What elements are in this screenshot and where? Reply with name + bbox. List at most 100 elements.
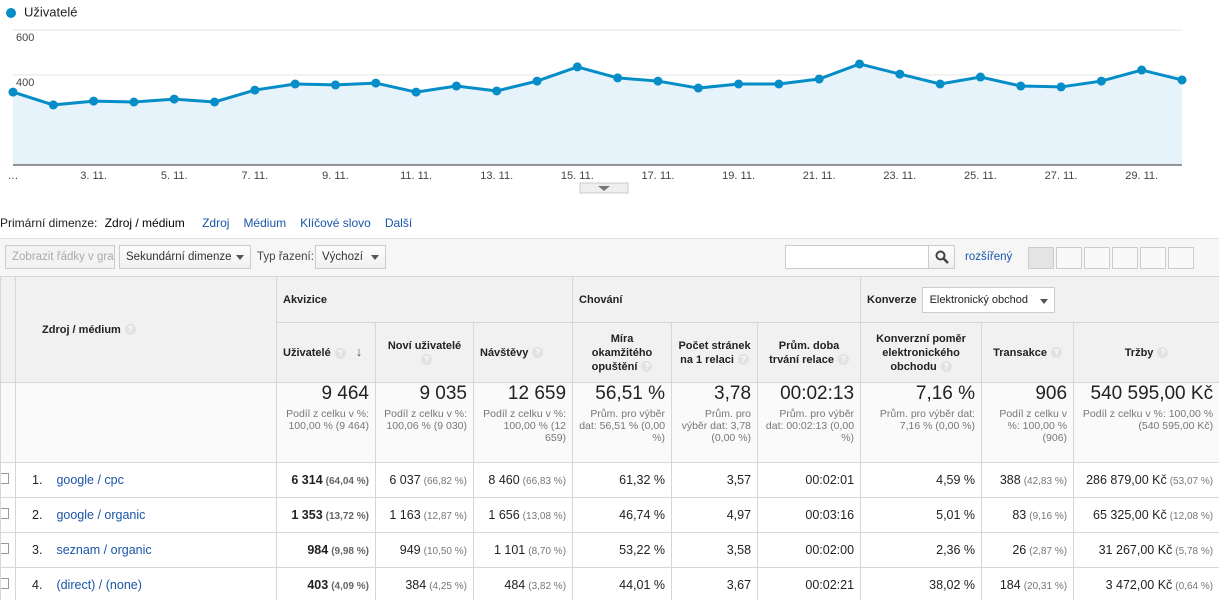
point xyxy=(935,79,945,89)
help-icon: ? xyxy=(532,347,544,359)
column-header[interactable]: Noví uživatelé? xyxy=(375,322,474,383)
secondary-dimension[interactable]: Sekundární dimenze xyxy=(119,245,251,269)
search-button[interactable] xyxy=(928,245,955,269)
area xyxy=(13,63,1182,165)
metric-value: 1 163 xyxy=(389,508,421,522)
point xyxy=(855,59,865,69)
row-rank: 3. xyxy=(32,543,43,557)
metric-cell: 61,32 % xyxy=(572,462,673,498)
sort-select[interactable]: Výchozí xyxy=(315,245,386,269)
column-header[interactable]: Uživatelé? ↓ xyxy=(276,322,376,383)
group-select[interactable]: Elektronický obchod xyxy=(921,286,1056,313)
row-link[interactable]: google / cpc xyxy=(56,473,124,487)
column-header[interactable]: Konverzní poměr elektronického obchodu? xyxy=(860,322,983,383)
point xyxy=(8,87,18,97)
secondary-label: Sekundární dimenze xyxy=(126,251,232,263)
column-header[interactable]: Návštěvy? xyxy=(472,322,574,383)
total-note: Prům. pro výběr dat: 3,78 (0,00 %) xyxy=(681,408,752,444)
data-row: 3. seznam / organic 984 (9,98 %) 949 (10,50 %… xyxy=(0,532,1219,568)
column-header[interactable]: Transakce? xyxy=(981,322,1075,383)
row-link[interactable]: google / organic xyxy=(56,508,146,522)
dimension-header-label: Zdroj / médium xyxy=(42,323,121,336)
metric-percent: (66,82 %) xyxy=(423,476,467,487)
caret xyxy=(1040,298,1049,304)
metric-percent: (66,83 %) xyxy=(522,476,567,487)
total-cell: 00:02:13 Prům. pro výběr dat: 00:02:13 (0… xyxy=(757,382,862,463)
sort-label: Typ řazení: xyxy=(257,251,314,263)
view-pie[interactable] xyxy=(1056,247,1082,269)
metric-value: 61,32 % xyxy=(619,473,666,487)
metric-value: 1 656 xyxy=(488,508,520,522)
checkbox[interactable] xyxy=(1,578,9,589)
metric-cell: 388 (42,83 %) xyxy=(981,462,1075,498)
checkbox[interactable] xyxy=(1,508,9,519)
metric-cell: 4,59 % xyxy=(860,462,983,498)
metric-cell: 26 (2,87 %) xyxy=(981,532,1075,568)
help-icon: ? xyxy=(1157,347,1169,359)
metric-percent: (3,82 %) xyxy=(528,581,567,592)
view-compare[interactable] xyxy=(1112,247,1138,269)
metric-cell: 00:03:16 xyxy=(757,497,862,533)
view-table[interactable] xyxy=(1028,247,1054,269)
point xyxy=(693,83,703,93)
checkbox-cell xyxy=(0,532,16,568)
checkbox[interactable] xyxy=(1,473,9,484)
filter-input[interactable]: Zobrazit řádky v grafu xyxy=(5,245,115,269)
column-header[interactable]: Počet stránek na 1 relaci? xyxy=(671,322,759,383)
point xyxy=(1056,82,1066,92)
advanced-link[interactable]: rozšířený xyxy=(965,251,1013,263)
total-value: 3,78 xyxy=(714,383,752,405)
row-link[interactable]: seznam / organic xyxy=(56,543,152,557)
data-row: 1. google / cpc 6 314 (64,04 %) 6 037 (66,82 … xyxy=(0,462,1219,498)
dimension-option[interactable]: Zdroj xyxy=(202,216,230,230)
metric-percent: (8,70 %) xyxy=(528,546,567,557)
checkbox[interactable] xyxy=(1,543,9,554)
point xyxy=(1016,81,1026,91)
total-value: 9 035 xyxy=(419,383,467,405)
metric-value: 38,02 % xyxy=(929,578,976,592)
dimension-option[interactable]: Další xyxy=(384,216,413,230)
metric-percent: (13,72 %) xyxy=(325,511,369,522)
x-tick-label: 17. 11. xyxy=(642,170,675,182)
metric-value: 3,57 xyxy=(726,473,752,487)
metric-cell: 8 460 (66,83 %) xyxy=(472,462,574,498)
view-term[interactable] xyxy=(1140,247,1166,269)
view-pivot[interactable] xyxy=(1168,247,1194,269)
total-cell: 9 035 Podíl z celku v %: 100,06 % (9 030) xyxy=(375,382,474,463)
metric-value: 2,36 % xyxy=(936,543,976,557)
metric-value: 388 xyxy=(999,473,1021,487)
column-header[interactable]: Tržby? xyxy=(1073,322,1219,383)
total-note: Podíl z celku v %: 100,06 % (9 030) xyxy=(384,408,467,432)
x-tick-label: 7. 11. xyxy=(242,170,269,182)
column-header[interactable]: Prům. doba trvání relace? xyxy=(757,322,862,383)
total-note: Prům. pro výběr dat: 56,51 % (0,00 %) xyxy=(579,408,666,444)
metric-percent: (10,50 %) xyxy=(423,546,467,557)
point xyxy=(129,97,139,107)
point xyxy=(492,86,502,96)
metric-cell: 1 656 (13,08 %) xyxy=(472,497,574,533)
x-tick-label: 15. 11. xyxy=(561,170,594,182)
row-link[interactable]: (direct) / (none) xyxy=(56,578,142,592)
help-icon: ? xyxy=(1050,347,1062,359)
search-icon xyxy=(935,250,949,264)
column-header[interactable]: Míra okamžitého opuštění? xyxy=(572,322,673,383)
metric-percent: (20,31 %) xyxy=(1023,581,1068,592)
dimension-option[interactable]: Klíčové slovo xyxy=(300,216,371,230)
x-tick-label: 27. 11. xyxy=(1045,170,1078,182)
metric-cell: 83 (9,16 %) xyxy=(981,497,1075,533)
column-label: Návštěvy xyxy=(480,346,529,359)
dimension-option[interactable]: Médium xyxy=(243,216,287,230)
search-input[interactable] xyxy=(785,245,955,269)
metric-value: 184 xyxy=(999,578,1021,592)
total-value: 7,16 % xyxy=(915,383,976,405)
point xyxy=(613,73,623,83)
total-cell: 56,51 % Prům. pro výběr dat: 56,51 % (0,0… xyxy=(572,382,673,463)
total-note: Podíl z celku v %: 100,00 % (12 659) xyxy=(483,408,567,444)
dimension-cell: 4. (direct) / (none) xyxy=(15,567,277,600)
help-icon: ? xyxy=(940,361,952,373)
view-bar[interactable] xyxy=(1084,247,1110,269)
x-tick-label: 23. 11. xyxy=(883,170,916,182)
metric-percent: (64,04 %) xyxy=(325,476,369,487)
total-note: Podíl z celku v %: 100,00 % (9 464) xyxy=(286,408,369,432)
